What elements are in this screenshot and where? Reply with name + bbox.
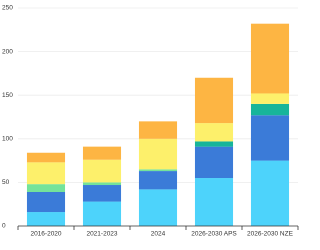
x-tick-label: 2026-2030 NZE — [247, 231, 294, 238]
y-tick-label: 0 — [2, 223, 6, 230]
bar-segment — [194, 123, 234, 142]
y-tick-label: 100 — [2, 136, 13, 143]
bar-segment — [194, 77, 234, 124]
bar-segment — [194, 141, 234, 147]
bar-segment — [138, 169, 178, 172]
bar-segment — [138, 171, 178, 190]
bar-segment — [82, 146, 122, 160]
bar-segment — [250, 103, 290, 116]
bar-segment — [82, 201, 122, 226]
chart: 0 50 100 150 200 250 2016-2020 2021-2023 2024 202… — [2, 5, 299, 238]
x-tick-label: 2026-2030 APS — [191, 231, 237, 238]
x-tick-label: 2024 — [151, 231, 166, 238]
bar-segment — [26, 152, 66, 163]
bar-segment — [250, 160, 290, 226]
bar-segment — [250, 93, 290, 104]
bar-segment — [194, 146, 234, 179]
bar-segment — [26, 191, 66, 213]
y-tick-label: 50 — [2, 179, 10, 186]
bar-segment — [138, 189, 178, 226]
bar-segment — [82, 159, 122, 183]
x-tick-label: 2021-2023 — [86, 231, 117, 238]
bar-segment — [138, 138, 178, 170]
bar-segment — [26, 162, 66, 185]
bar-segment — [194, 178, 234, 226]
bar-segment — [138, 121, 178, 139]
y-tick-label: 200 — [2, 48, 13, 55]
bar-segment — [82, 185, 122, 202]
bar-segment — [250, 23, 290, 94]
bar-segment — [82, 182, 122, 186]
y-tick-label: 150 — [2, 92, 13, 99]
bar-segment — [26, 184, 66, 192]
bar-segment — [250, 115, 290, 161]
x-tick-label: 2016-2020 — [30, 231, 61, 238]
y-tick-label: 250 — [2, 5, 13, 12]
bar-segment — [26, 212, 66, 226]
